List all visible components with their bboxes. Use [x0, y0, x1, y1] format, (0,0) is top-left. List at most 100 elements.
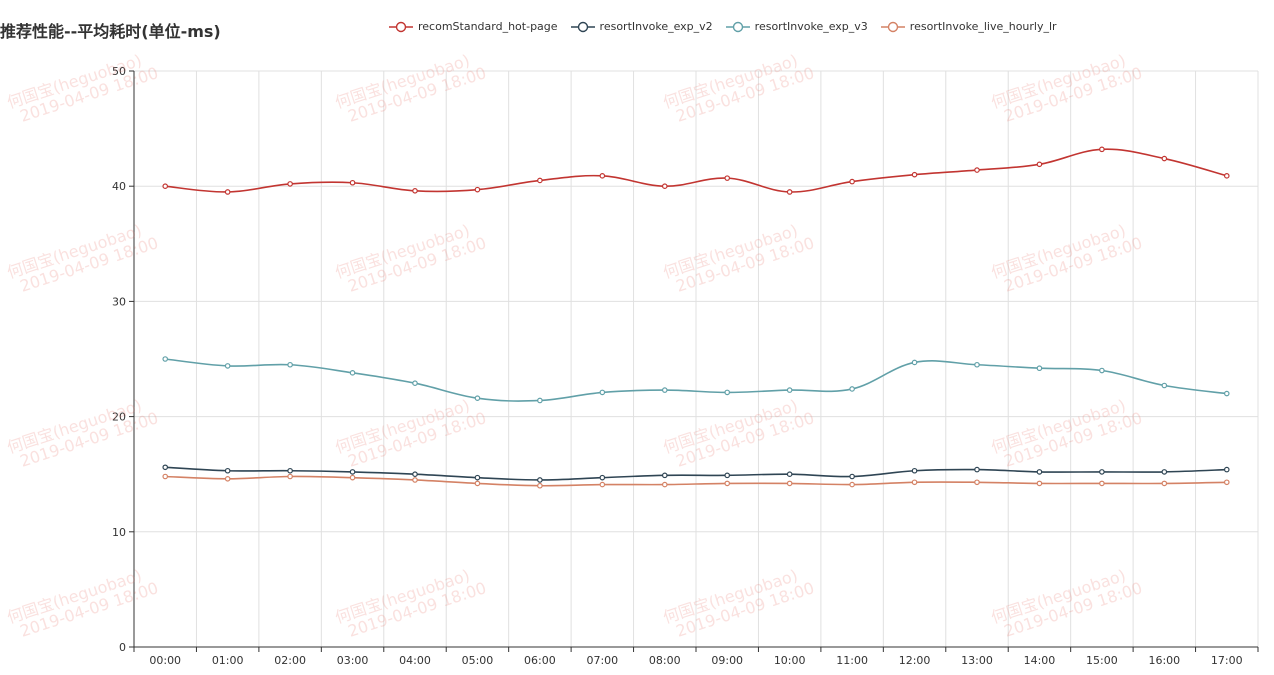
data-point [162, 183, 169, 190]
data-point [1223, 466, 1230, 473]
y-tick-label: 10 [112, 526, 126, 539]
data-point [287, 467, 293, 474]
data-point [1099, 469, 1105, 475]
y-tick-label: 40 [112, 180, 126, 193]
data-point [1223, 479, 1230, 486]
data-point [287, 181, 293, 187]
data-point [224, 363, 231, 369]
x-tick-label: 16:00 [1148, 654, 1180, 667]
data-point [474, 474, 481, 481]
legend-line-circle-icon [389, 21, 413, 32]
data-point [661, 183, 668, 190]
data-point [224, 476, 231, 482]
data-point [1099, 146, 1105, 153]
data-point [537, 397, 543, 404]
series-line-2 [165, 466, 1227, 481]
y-tick-label: 50 [112, 65, 126, 78]
data-point [849, 386, 855, 392]
data-point [1223, 173, 1230, 179]
data-point [474, 186, 481, 193]
data-point [537, 177, 543, 184]
data-point [162, 356, 169, 362]
data-point [724, 175, 731, 181]
data-point [537, 482, 543, 489]
data-point [911, 467, 918, 474]
data-point [974, 479, 980, 486]
data-point [786, 387, 793, 393]
x-tick-label: 07:00 [586, 654, 618, 667]
data-point [1161, 469, 1168, 475]
data-point [911, 359, 918, 366]
x-tick-label: 05:00 [462, 654, 494, 667]
data-point [1161, 382, 1168, 389]
x-tick-label: 01:00 [212, 654, 244, 667]
series-line-4 [165, 475, 1227, 487]
x-tick-label: 11:00 [836, 654, 868, 667]
x-tick-label: 09:00 [711, 654, 743, 667]
y-tick-label: 20 [112, 411, 126, 424]
legend-item[interactable]: resortInvoke_live_hourly_lr [880, 20, 1057, 33]
data-point [412, 188, 418, 194]
data-point [849, 473, 855, 480]
legend-line-circle-icon [725, 21, 750, 32]
x-tick-label: 03:00 [337, 654, 369, 667]
legend-label: resortInvoke_exp_v3 [754, 20, 868, 33]
data-point [599, 481, 606, 488]
data-point [412, 477, 418, 483]
data-point [1099, 367, 1105, 374]
data-point [412, 471, 418, 478]
data-point [786, 189, 793, 195]
data-point [849, 481, 855, 488]
x-tick-label: 00:00 [149, 654, 181, 667]
data-point [1161, 480, 1168, 487]
data-point [349, 370, 356, 376]
data-point [599, 389, 606, 396]
x-tick-label: 02:00 [274, 654, 306, 667]
data-point [224, 467, 231, 474]
data-point [724, 389, 731, 396]
data-point [349, 469, 356, 475]
data-point [599, 173, 606, 179]
data-point [911, 171, 918, 178]
data-point [349, 474, 356, 481]
legend-item[interactable]: resortInvoke_exp_v2 [570, 20, 713, 33]
data-point [661, 387, 668, 393]
data-point [1036, 469, 1043, 475]
data-point [661, 472, 668, 479]
data-point [974, 361, 980, 368]
legend-line-circle-icon [570, 21, 595, 32]
x-tick-label: 06:00 [524, 654, 556, 667]
chart-legend: recomStandard_hot-page resortInvoke_exp_v… [389, 20, 1070, 33]
data-point [474, 395, 481, 401]
data-point [786, 471, 793, 478]
x-tick-label: 13:00 [961, 654, 993, 667]
data-point [599, 474, 606, 481]
legend-line-circle-icon [880, 21, 905, 32]
y-tick-label: 0 [119, 641, 126, 654]
legend-item[interactable]: recomStandard_hot-page [389, 20, 558, 33]
x-tick-label: 12:00 [899, 654, 931, 667]
data-point [974, 466, 980, 473]
data-point [537, 477, 543, 483]
data-point [974, 167, 980, 173]
x-tick-label: 17:00 [1211, 654, 1243, 667]
data-point [412, 380, 418, 386]
data-point [1036, 365, 1043, 372]
data-point [287, 361, 293, 368]
data-point [1036, 161, 1043, 168]
legend-item[interactable]: resortInvoke_exp_v3 [725, 20, 868, 33]
data-point [1036, 480, 1043, 487]
data-point [786, 480, 793, 487]
data-point [661, 481, 668, 488]
data-point [349, 179, 356, 186]
data-point [724, 480, 731, 487]
data-point [849, 178, 855, 185]
legend-label: resortInvoke_live_hourly_lr [909, 20, 1057, 33]
x-tick-label: 10:00 [774, 654, 806, 667]
data-point [224, 189, 231, 195]
x-tick-label: 08:00 [649, 654, 681, 667]
data-point [724, 472, 731, 479]
data-point [287, 473, 293, 480]
legend-label: resortInvoke_exp_v2 [599, 20, 713, 33]
